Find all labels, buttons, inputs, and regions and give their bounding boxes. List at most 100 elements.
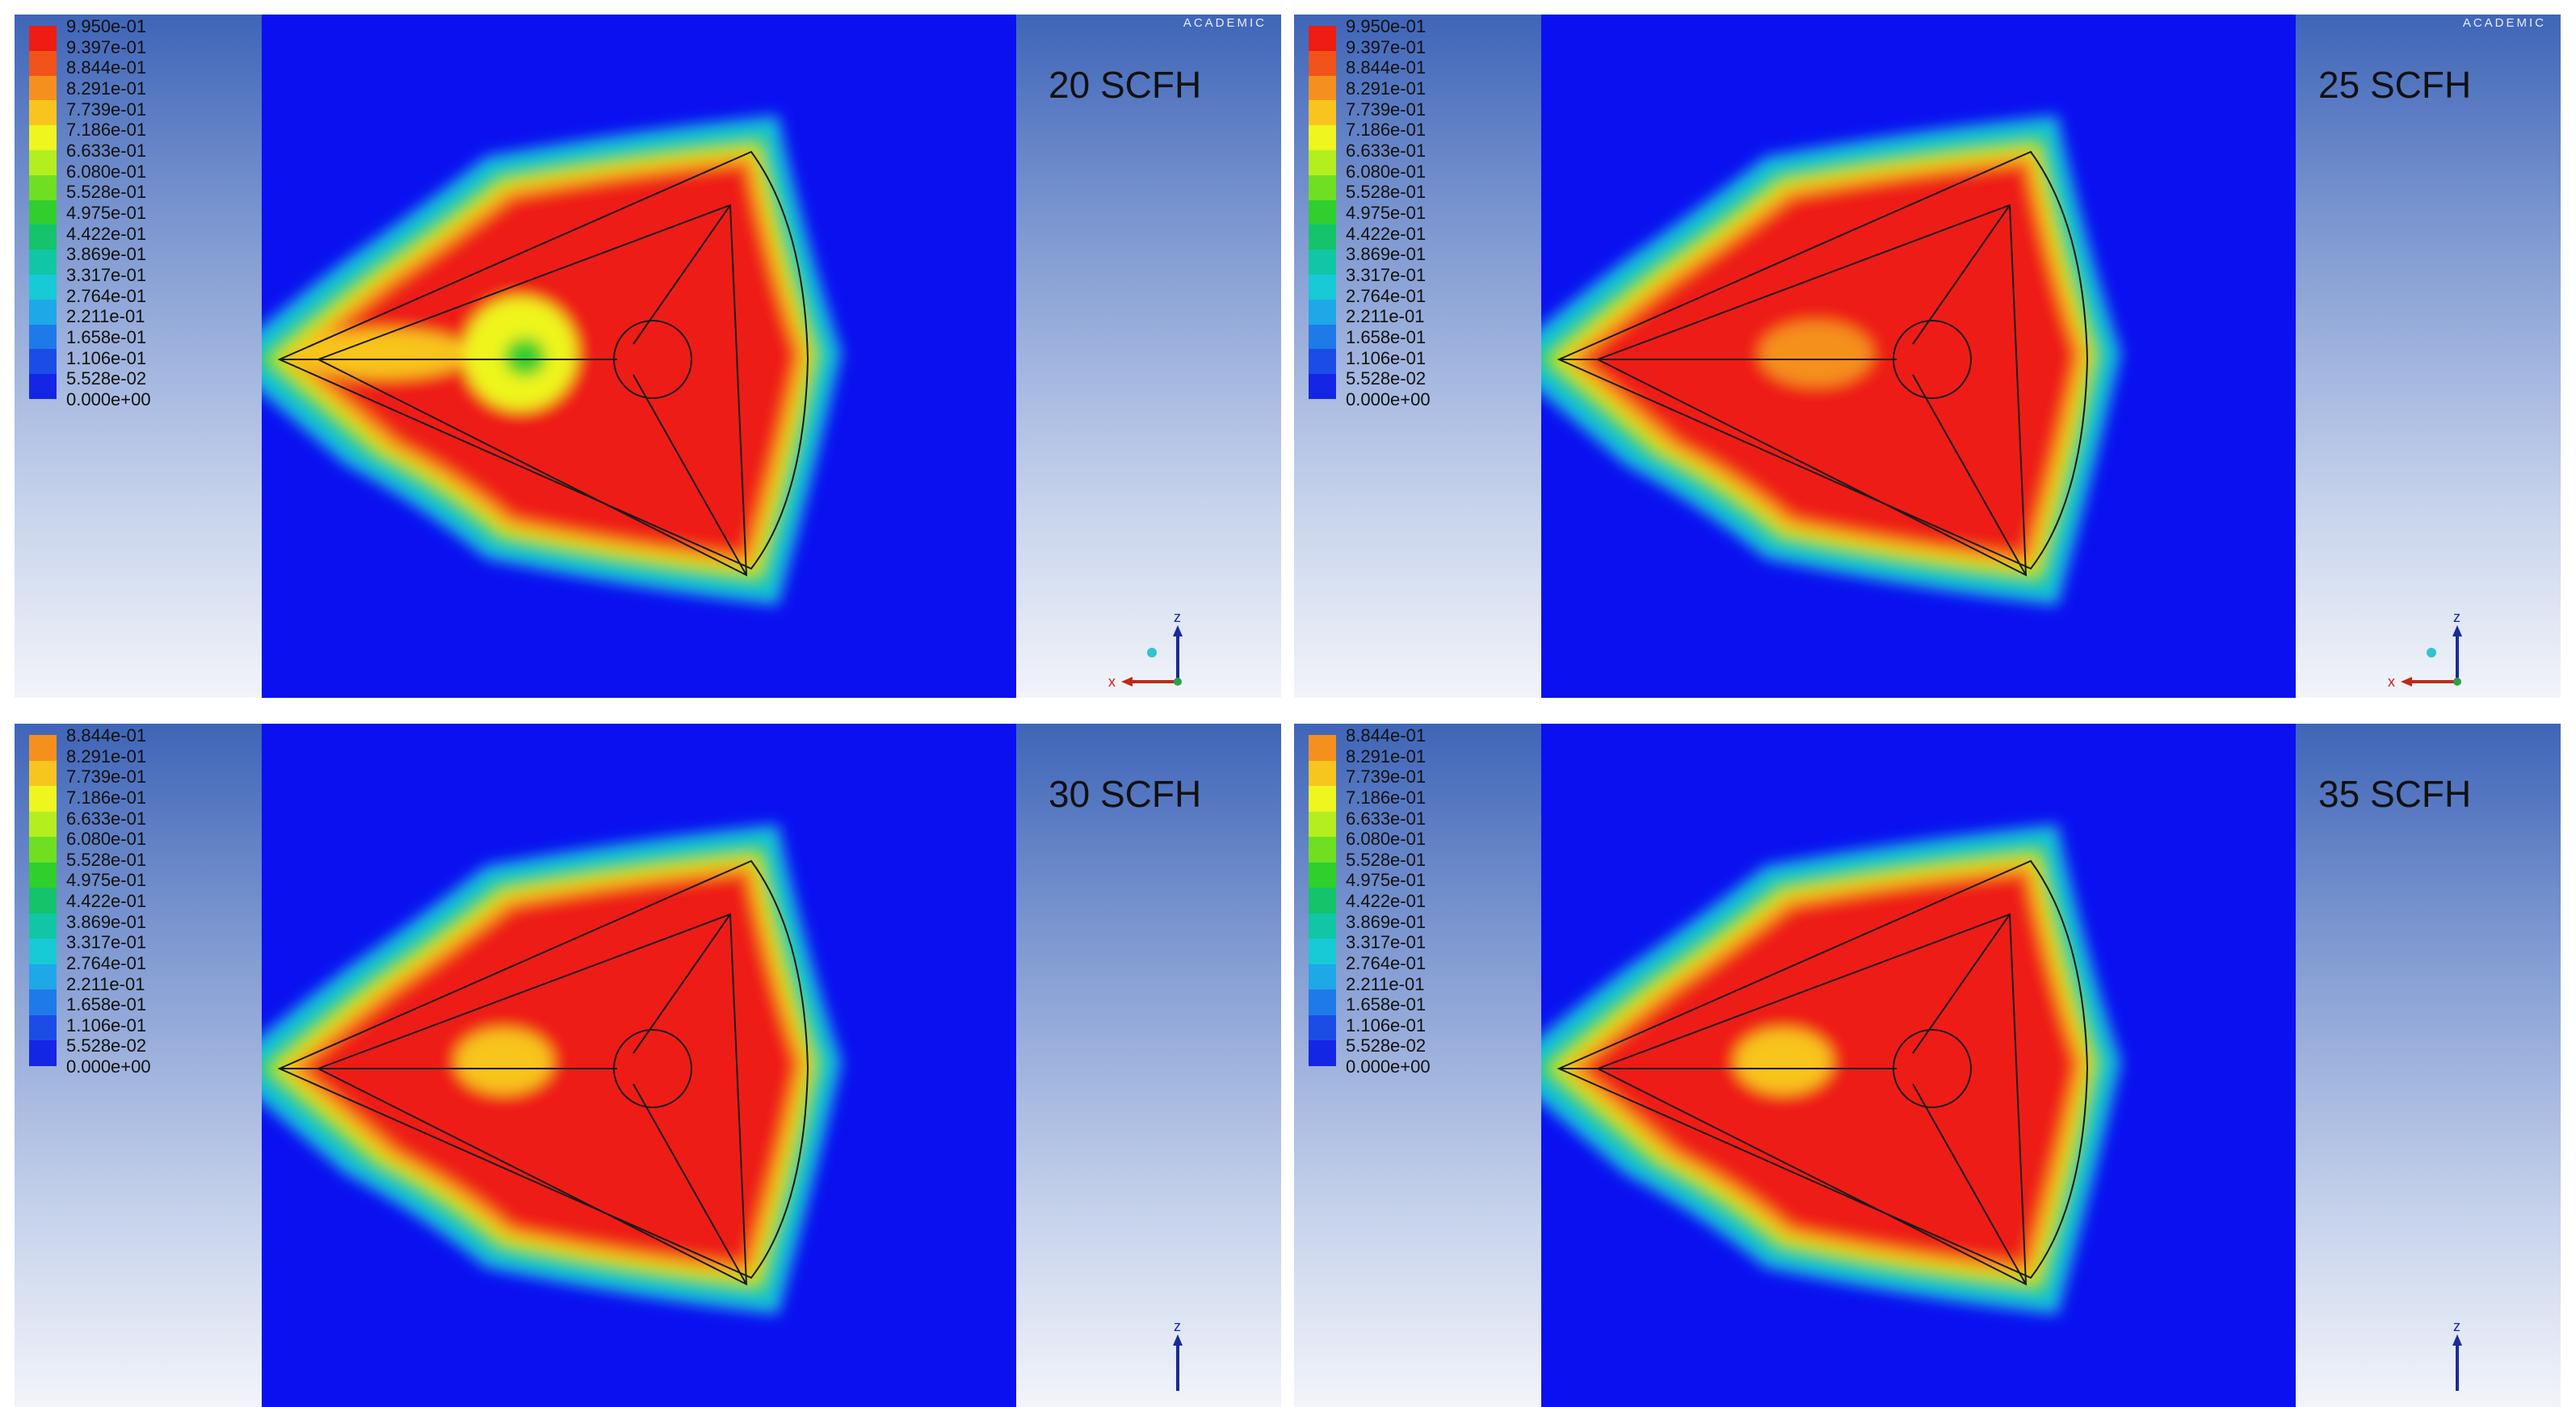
legend-tick-label: 1.106e-01 <box>1346 347 1427 368</box>
legend-tick-label: 7.186e-01 <box>66 787 147 808</box>
legend-tick-label: 6.633e-01 <box>1346 141 1427 161</box>
triad-x-label: x <box>2388 674 2395 690</box>
legend-tick-label: 9.397e-01 <box>66 36 147 57</box>
triad-z-label: z <box>1174 609 1181 625</box>
legend-tick-label: 0.000e+00 <box>1346 1056 1431 1077</box>
color-bar-band <box>1309 200 1336 225</box>
contour-band <box>294 330 472 378</box>
color-bar-band <box>1309 837 1336 863</box>
color-bar-band <box>1309 913 1336 939</box>
color-legend: 9.950e-01 9.397e-01 8.844e-01 8.291e-01 7.73… <box>29 18 271 409</box>
color-bar-band <box>1309 125 1336 150</box>
color-bar <box>29 26 57 399</box>
color-bar-band <box>29 100 57 126</box>
geometry-outline <box>1893 320 1972 399</box>
color-bar-band <box>29 811 57 838</box>
triad-origin <box>2453 678 2461 686</box>
geometry-outline <box>316 204 748 577</box>
legend-tick-label: 5.528e-01 <box>66 182 147 203</box>
contour-field <box>1541 15 2296 698</box>
color-bar-band <box>29 75 57 101</box>
legend-tick-label: 5.528e-02 <box>66 1035 147 1056</box>
color-bar-band <box>29 225 57 250</box>
contour-field <box>1541 724 2296 1407</box>
legend-tick-label: 4.975e-01 <box>1346 203 1427 223</box>
legend-tick-label: 7.739e-01 <box>66 99 147 120</box>
color-bar-band <box>29 1040 57 1066</box>
color-bar-band <box>1309 324 1336 350</box>
triad-x-label: x <box>1108 674 1116 690</box>
legend-tick-label: 7.186e-01 <box>1346 120 1427 141</box>
academic-watermark: ACADEMIC <box>2462 16 2546 30</box>
color-bar-band <box>29 913 57 939</box>
color-bar-band <box>29 349 57 375</box>
legend-tick-label: 9.950e-01 <box>1346 16 1427 36</box>
contour-plot <box>262 724 1016 1407</box>
geometry-outline <box>1557 150 2089 570</box>
contour-plot <box>1541 15 2296 698</box>
legend-tick-label: 0.000e+00 <box>66 1056 151 1077</box>
geometry-outline <box>1595 204 2028 577</box>
legend-tick-label: 1.658e-01 <box>1346 327 1427 347</box>
legend-tick-label: 4.422e-01 <box>66 891 147 911</box>
legend-tick-label: 3.869e-01 <box>1346 911 1427 932</box>
geometry-outline <box>277 859 809 1279</box>
legend-tick-label: 3.869e-01 <box>66 911 147 932</box>
legend-tick-label: 9.397e-01 <box>1346 36 1427 57</box>
legend-tick-label: 6.080e-01 <box>66 161 147 182</box>
color-bar-band <box>1309 349 1336 375</box>
legend-tick-label: 6.633e-01 <box>66 141 147 161</box>
contour-band <box>504 338 546 376</box>
color-bar-band <box>1309 939 1336 964</box>
legend-tick-label: 3.869e-01 <box>66 244 147 265</box>
academic-watermark: ACADEMIC <box>1183 16 1267 30</box>
legend-tick-label: 7.739e-01 <box>1346 766 1427 788</box>
flow-rate-label: 25 SCFH <box>2318 64 2472 106</box>
legend-tick-label: 3.317e-01 <box>66 265 147 285</box>
color-bar-band <box>1309 26 1336 51</box>
legend-tick-label: 8.291e-01 <box>66 746 147 766</box>
legend-tick-label: 8.844e-01 <box>1346 725 1427 746</box>
legend-tick-label: 3.317e-01 <box>1346 932 1427 953</box>
color-legend: 8.844e-01 8.291e-01 7.739e-01 7.186e-01 6.63… <box>1309 727 1551 1076</box>
legend-tick-label: 2.211e-01 <box>1346 973 1425 994</box>
color-bar-band <box>29 735 57 761</box>
color-bar-band <box>1309 760 1336 787</box>
legend-tick-label: 3.317e-01 <box>1346 265 1427 285</box>
legend-tick-label: 8.844e-01 <box>1346 57 1427 78</box>
legend-tick-label: 1.658e-01 <box>66 327 147 347</box>
legend-tick-label: 1.106e-01 <box>66 1014 147 1035</box>
legend-tick-label: 5.528e-01 <box>66 849 147 870</box>
legend-tick-label: 0.000e+00 <box>1346 389 1431 410</box>
legend-tick-label: 7.739e-01 <box>66 766 147 788</box>
legend-tick-label: 1.106e-01 <box>1346 1014 1427 1035</box>
color-bar-band <box>1309 149 1336 175</box>
triad-y-marker <box>2427 648 2436 657</box>
legend-tick-label: 6.080e-01 <box>1346 829 1427 850</box>
color-bar-band <box>1309 786 1336 812</box>
color-bar-band <box>1309 250 1336 275</box>
color-legend: 9.950e-01 9.397e-01 8.844e-01 8.291e-01 7.73… <box>1309 18 1551 409</box>
color-bar-band <box>29 26 57 51</box>
contour-plot <box>1541 724 2296 1407</box>
triad-z-arrow <box>2452 625 2462 636</box>
color-bar-band <box>29 274 57 300</box>
color-bar-band <box>29 250 57 275</box>
color-bar-band <box>1309 274 1336 300</box>
color-bar-band <box>1309 964 1336 990</box>
legend-tick-label: 8.844e-01 <box>66 57 147 78</box>
legend-tick-label: 8.291e-01 <box>66 78 147 99</box>
color-bar-band <box>1309 75 1336 101</box>
color-bar-band <box>1309 50 1336 76</box>
color-bar-band <box>1309 888 1336 914</box>
geometry-outline <box>1557 859 2089 1279</box>
triad-x-arrow <box>2401 677 2412 687</box>
color-bar-band <box>29 149 57 175</box>
color-bar-band <box>1309 1014 1336 1041</box>
legend-tick-label: 7.186e-01 <box>66 120 147 141</box>
color-bar-band <box>29 1014 57 1041</box>
contour-band <box>1735 1029 1832 1094</box>
color-bar-band <box>29 50 57 76</box>
contour-panel: 9.950e-01 9.397e-01 8.844e-01 8.291e-01 7.73… <box>1294 15 2561 698</box>
legend-tick-label: 7.739e-01 <box>1346 99 1427 120</box>
